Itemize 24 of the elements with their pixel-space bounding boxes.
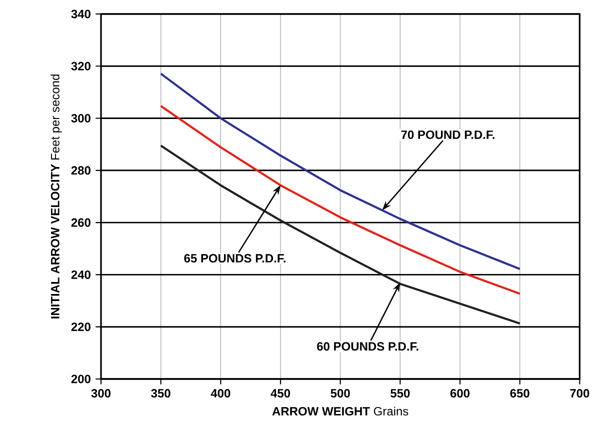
annotation: 70 POUND P.D.F. xyxy=(401,130,494,139)
x-tick-label: 350 xyxy=(151,389,170,398)
x-tick-label: 650 xyxy=(510,389,530,398)
annotation: 60 POUNDS P.D.F. xyxy=(317,342,418,351)
y-tick-label: 220 xyxy=(71,322,90,332)
y-tick-label: 260 xyxy=(71,218,90,227)
x-tick-label: 600 xyxy=(450,389,470,398)
y-tick-label: 280 xyxy=(71,166,90,175)
y-tick-label: 300 xyxy=(71,114,90,123)
line-series xyxy=(160,104,521,295)
x-tick-label: 300 xyxy=(91,389,111,398)
x-tick-label: 400 xyxy=(210,389,230,398)
x-tick-label: 550 xyxy=(390,389,410,398)
y-tick-label: 320 xyxy=(71,62,90,70)
y-axis-title: INITIAL ARROW VELOCITY Feet per second xyxy=(50,74,62,318)
line-series xyxy=(160,72,521,270)
x-tick-label: 700 xyxy=(570,389,590,398)
x-tick-label: 450 xyxy=(270,389,290,398)
annotation: 65 POUNDS P.D.F. xyxy=(184,254,286,263)
x-axis-title: ARROW WEIGHT Grains xyxy=(272,406,408,416)
y-tick-label: 200 xyxy=(71,374,90,384)
y-tick-label: 240 xyxy=(71,270,90,279)
x-tick-label: 500 xyxy=(330,389,350,398)
y-tick-label: 340 xyxy=(71,10,90,18)
